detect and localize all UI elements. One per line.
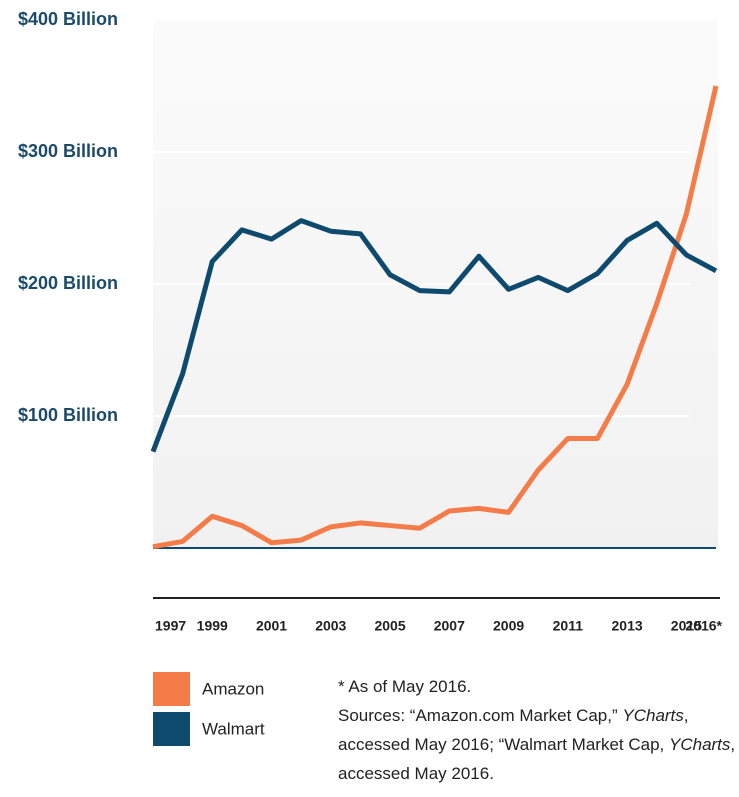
x-tick-label: 2013	[612, 618, 643, 634]
source-text: , accessed May 2016; “Walmart Market Cap…	[338, 706, 689, 754]
legend-label: Walmart	[202, 719, 265, 738]
y-tick-label: $200 Billion	[18, 273, 118, 293]
line-series	[152, 85, 719, 550]
x-tick-label: 2005	[374, 618, 405, 634]
source-text: Sources: “Amazon.com Market Cap,”	[338, 706, 623, 725]
footnote: * As of May 2016.	[338, 677, 472, 696]
x-tick-label: 1997	[155, 618, 186, 634]
source-text: YCharts	[622, 706, 684, 725]
x-tick-label: 2015	[671, 618, 702, 634]
x-tick-label: 2001	[256, 618, 287, 634]
x-tick-label: 2016*	[685, 618, 722, 634]
y-tick-label: $300 Billion	[18, 141, 118, 161]
source-text: YCharts	[669, 735, 731, 754]
x-tick-label: 2003	[315, 618, 346, 634]
notes: * As of May 2016. Sources: “Amazon.com M…	[338, 672, 738, 788]
x-tick-label: 2007	[434, 618, 465, 634]
source-text: , accessed May 2016.	[338, 735, 736, 783]
legend-swatch	[153, 672, 190, 706]
y-tick-label: $100 Billion	[18, 405, 118, 425]
legend-label: Amazon	[202, 679, 264, 698]
y-tick-label: $400 Billion	[18, 9, 118, 29]
line-series	[150, 218, 718, 453]
sources: Sources: “Amazon.com Market Cap,” YChart…	[338, 701, 738, 788]
x-tick-label: 1999	[197, 618, 228, 634]
x-tick-label: 2011	[553, 618, 584, 634]
x-tick-label: 2009	[493, 618, 524, 634]
legend-swatch	[153, 712, 190, 746]
